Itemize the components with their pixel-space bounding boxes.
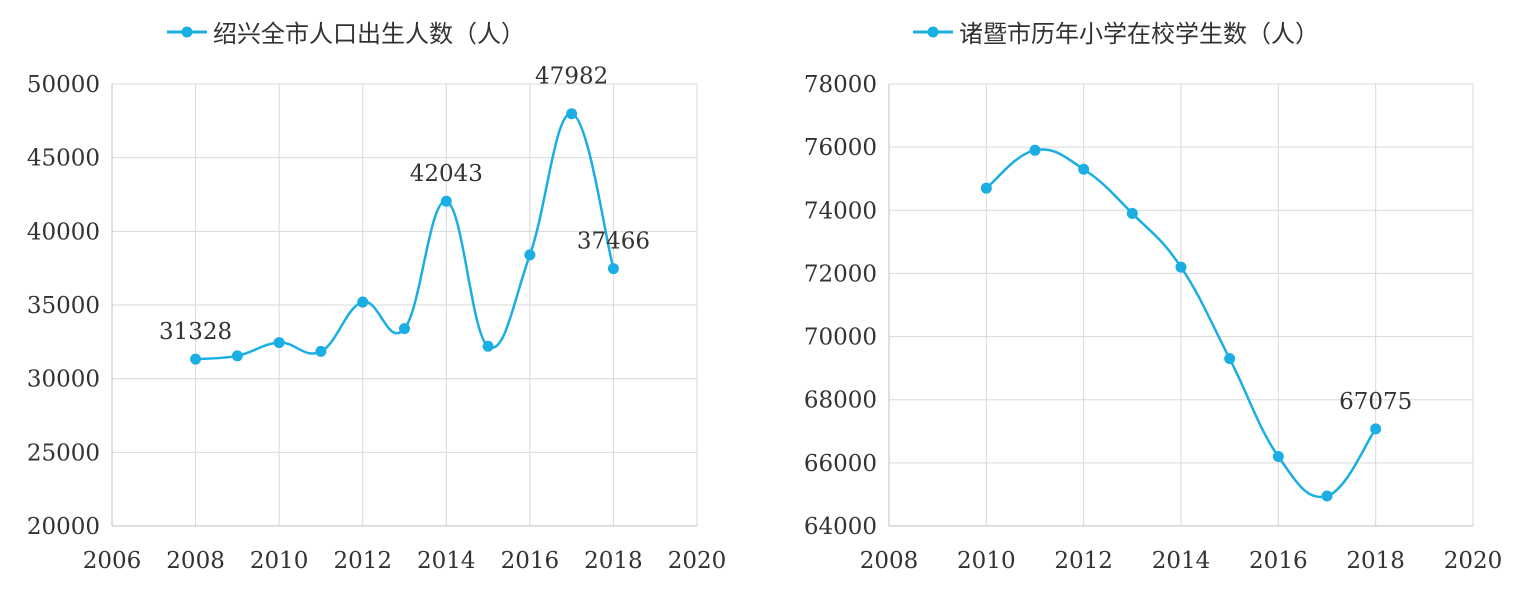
data-point: [1272, 451, 1284, 463]
data-point: [357, 296, 369, 308]
x-tick-label: 2008: [166, 548, 225, 574]
x-tick-label: 2020: [668, 548, 727, 574]
data-label: 42043: [410, 161, 483, 187]
x-tick-label: 2016: [1249, 548, 1308, 574]
x-tick-label: 2018: [584, 548, 643, 574]
legend-marker-icon: [913, 26, 953, 37]
data-point: [1078, 163, 1090, 175]
data-point: [231, 350, 243, 362]
x-tick-label: 2016: [501, 548, 560, 574]
y-tick-label: 72000: [804, 261, 877, 287]
y-tick-label: 20000: [27, 514, 100, 540]
chart-panel-right: 诸暨市历年小学在校学生数（人） 64000 66000 68000 70000 7200…: [763, 0, 1526, 589]
series-line: [985, 148, 1377, 499]
data-label: 31328: [159, 319, 232, 345]
y-tick-label: 35000: [27, 293, 100, 319]
data-point: [273, 337, 285, 349]
data-label: 67075: [1339, 389, 1412, 415]
y-tick-label: 74000: [804, 198, 877, 224]
y-tick-label: 25000: [27, 440, 100, 466]
x-tick-label: 2012: [333, 548, 392, 574]
data-point: [1029, 144, 1041, 156]
y-tick-label: 40000: [27, 219, 100, 245]
x-tick-label: 2012: [1054, 548, 1113, 574]
y-tick-label: 78000: [804, 72, 877, 98]
y-tick-label: 45000: [27, 146, 100, 172]
x-tick-label: 2014: [1152, 548, 1211, 574]
data-point: [607, 263, 619, 275]
y-tick-label: 76000: [804, 135, 877, 161]
data-point: [315, 345, 327, 357]
y-tick-label: 64000: [804, 514, 877, 540]
legend-right: 诸暨市历年小学在校学生数（人）: [911, 14, 1319, 49]
x-tick-label: 2020: [1444, 548, 1503, 574]
x-tick-label: 2014: [417, 548, 476, 574]
legend-label: 绍兴全市人口出生人数（人）: [213, 20, 525, 48]
data-label: 37466: [577, 229, 650, 255]
y-tick-label: 68000: [804, 388, 877, 414]
data-point: [524, 249, 536, 261]
data-point: [190, 353, 202, 365]
y-tick-label: 70000: [804, 325, 877, 351]
x-tick-label: 2018: [1346, 548, 1405, 574]
data-point: [1321, 490, 1333, 502]
x-tick-label: 2010: [250, 548, 309, 574]
data-point: [440, 195, 452, 207]
y-tick-label: 30000: [27, 367, 100, 393]
legend-label: 诸暨市历年小学在校学生数（人）: [959, 20, 1319, 48]
data-point: [1370, 423, 1382, 435]
data-point: [1224, 353, 1236, 365]
legend-left: 绍兴全市人口出生人数（人）: [165, 14, 525, 49]
x-tick-label: 2010: [957, 548, 1016, 574]
y-tick-label: 66000: [804, 451, 877, 477]
student-chart: 64000 66000 68000 70000 72000 74000 76000 78000…: [804, 72, 1503, 574]
legend-marker-icon: [167, 26, 207, 37]
series-line: [195, 112, 615, 361]
chart-panel-left: 绍兴全市人口出生人数（人） 20000 25000 30000 35000 40000 4…: [0, 0, 763, 589]
data-point: [482, 340, 494, 352]
data-point: [980, 182, 992, 194]
data-point: [399, 323, 410, 335]
birth-chart: 20000 25000 30000 35000 40000 45000 50000 2006 2…: [27, 64, 727, 574]
data-point: [566, 108, 578, 120]
data-point: [1126, 207, 1138, 219]
data-point: [1175, 261, 1187, 273]
y-tick-label: 50000: [27, 72, 100, 98]
data-label: 47982: [535, 64, 608, 90]
x-tick-label: 2006: [83, 548, 142, 574]
x-tick-label: 2008: [860, 548, 919, 574]
